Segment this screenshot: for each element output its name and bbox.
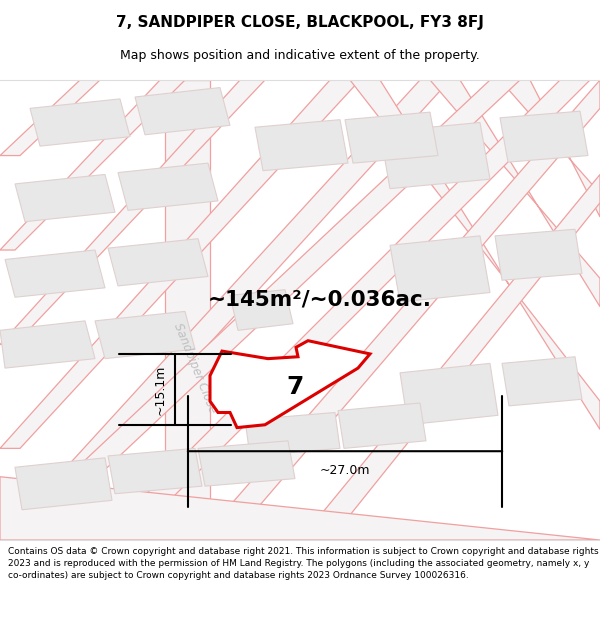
Polygon shape [95,311,195,359]
Text: Map shows position and indicative extent of the property.: Map shows position and indicative extent… [120,49,480,62]
Polygon shape [500,80,600,217]
Polygon shape [100,80,590,540]
Polygon shape [300,174,600,540]
Polygon shape [500,111,588,162]
Polygon shape [430,80,600,307]
Polygon shape [0,80,450,540]
Polygon shape [108,448,202,494]
Text: ~145m²/~0.036ac.: ~145m²/~0.036ac. [208,289,432,309]
Polygon shape [0,80,265,344]
Polygon shape [198,441,295,486]
Polygon shape [108,239,208,286]
Polygon shape [135,88,230,135]
Polygon shape [350,80,600,429]
Polygon shape [502,357,582,406]
Text: 7: 7 [286,375,304,399]
Polygon shape [0,477,600,540]
Polygon shape [255,119,348,171]
Polygon shape [0,80,185,250]
Polygon shape [15,174,115,222]
Polygon shape [30,99,130,146]
Text: 7, SANDPIPER CLOSE, BLACKPOOL, FY3 8FJ: 7, SANDPIPER CLOSE, BLACKPOOL, FY3 8FJ [116,14,484,29]
Text: ~27.0m: ~27.0m [320,464,370,477]
Polygon shape [0,321,95,368]
Polygon shape [118,163,218,211]
Text: Sandpiper Close: Sandpiper Close [171,321,219,415]
Polygon shape [200,80,600,540]
Polygon shape [230,290,293,330]
Polygon shape [338,403,426,448]
Polygon shape [0,80,100,156]
Text: Contains OS data © Crown copyright and database right 2021. This information is : Contains OS data © Crown copyright and d… [8,547,599,579]
Polygon shape [15,458,112,510]
Polygon shape [0,80,360,448]
Polygon shape [380,122,490,189]
Polygon shape [5,250,105,298]
Polygon shape [400,363,498,425]
Polygon shape [165,80,210,540]
Polygon shape [0,80,520,540]
Polygon shape [345,112,438,163]
Polygon shape [210,341,370,428]
Polygon shape [245,412,340,456]
Polygon shape [495,229,582,280]
Polygon shape [390,236,490,302]
Text: ~15.1m: ~15.1m [154,364,167,414]
